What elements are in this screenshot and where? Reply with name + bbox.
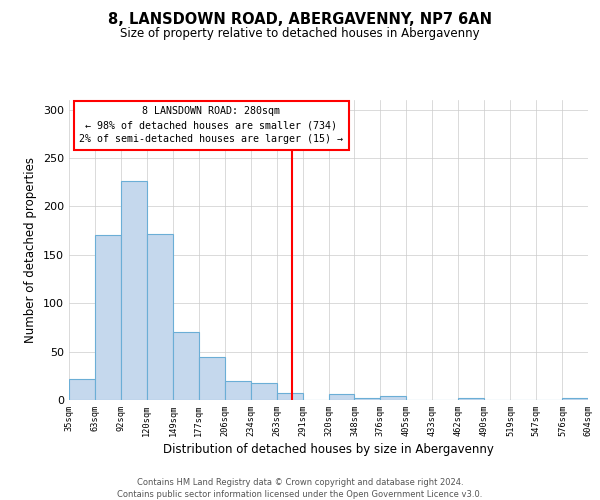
Text: Distribution of detached houses by size in Abergavenny: Distribution of detached houses by size … — [163, 442, 494, 456]
Text: 8 LANSDOWN ROAD: 280sqm
← 98% of detached houses are smaller (734)
2% of semi-de: 8 LANSDOWN ROAD: 280sqm ← 98% of detache… — [79, 106, 343, 144]
Bar — [69, 378, 95, 400]
Text: Size of property relative to detached houses in Abergavenny: Size of property relative to detached ho… — [120, 28, 480, 40]
Bar — [458, 398, 484, 400]
Bar — [199, 358, 225, 400]
Bar — [121, 182, 146, 400]
Text: Contains HM Land Registry data © Crown copyright and database right 2024.
Contai: Contains HM Land Registry data © Crown c… — [118, 478, 482, 499]
Bar — [251, 382, 277, 400]
Bar — [225, 380, 251, 400]
Bar — [380, 396, 406, 400]
Bar — [146, 234, 173, 400]
Bar — [562, 398, 588, 400]
Bar — [355, 398, 380, 400]
Text: 8, LANSDOWN ROAD, ABERGAVENNY, NP7 6AN: 8, LANSDOWN ROAD, ABERGAVENNY, NP7 6AN — [108, 12, 492, 28]
Bar — [95, 236, 121, 400]
Bar — [173, 332, 199, 400]
Bar — [329, 394, 355, 400]
Bar — [277, 393, 302, 400]
Y-axis label: Number of detached properties: Number of detached properties — [25, 157, 37, 343]
